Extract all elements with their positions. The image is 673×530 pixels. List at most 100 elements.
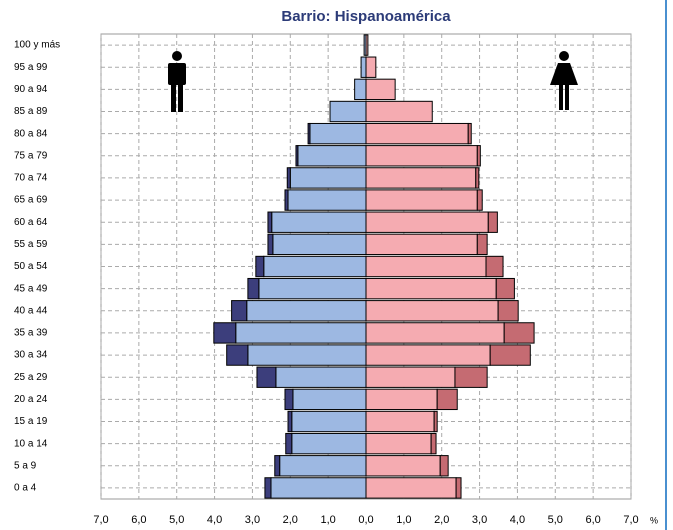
bar xyxy=(365,100,433,123)
bar xyxy=(365,366,456,388)
bar xyxy=(279,455,367,477)
bar xyxy=(467,122,472,145)
bar xyxy=(365,122,469,145)
bar xyxy=(235,322,367,344)
bar xyxy=(271,211,367,233)
bar xyxy=(354,78,367,101)
bar xyxy=(213,322,237,344)
bar xyxy=(365,145,478,167)
y-tick-label: 95 a 99 xyxy=(14,62,48,73)
x-tick-label: 5,0 xyxy=(169,514,184,526)
x-tick-label: 7,0 xyxy=(623,514,638,526)
bar xyxy=(365,410,435,433)
bar xyxy=(433,410,438,433)
bar xyxy=(455,477,462,499)
bar xyxy=(454,366,488,388)
bar xyxy=(291,432,367,455)
y-tick-label: 20 a 24 xyxy=(14,394,48,405)
bar xyxy=(365,56,377,78)
bar xyxy=(275,366,367,388)
bar xyxy=(287,410,293,433)
bar xyxy=(255,255,265,278)
bar xyxy=(476,233,488,256)
bar xyxy=(291,410,367,433)
bar xyxy=(267,211,273,233)
x-unit: % xyxy=(650,515,658,525)
bar xyxy=(264,477,272,499)
bar xyxy=(247,344,367,366)
bar xyxy=(231,300,248,322)
plot-area: 7,0 6,0 5,0 4,0 3,0 2,0 1,0 0,0 1,0 2,0 3,0 4,0 5,0 6… xyxy=(14,33,639,526)
x-tick-label: 2,0 xyxy=(434,514,449,526)
bar xyxy=(272,233,367,256)
bar xyxy=(365,167,477,189)
x-tick-label: 6,0 xyxy=(585,514,600,526)
x-tick-label: 0,0 xyxy=(358,514,373,526)
y-tick-label: 5 a 9 xyxy=(14,460,37,471)
bar xyxy=(365,255,487,278)
y-tick-label: 50 a 54 xyxy=(14,261,48,272)
bar xyxy=(365,300,499,322)
y-tick-label: 90 a 94 xyxy=(14,84,48,95)
y-tick-label: 45 a 49 xyxy=(14,283,48,294)
bar xyxy=(329,100,367,123)
bar xyxy=(307,122,311,145)
bar xyxy=(286,167,291,189)
bar xyxy=(295,145,299,167)
bar xyxy=(226,344,249,366)
x-tick-label: 5,0 xyxy=(548,514,563,526)
bar xyxy=(246,300,367,322)
bar xyxy=(436,388,458,411)
bar xyxy=(258,277,367,300)
bar xyxy=(365,388,438,411)
bar xyxy=(292,388,367,411)
y-tick-label: 0 a 4 xyxy=(14,483,37,494)
y-tick-label: 35 a 39 xyxy=(14,328,48,339)
chart-title: Barrio: Hispanoamérica xyxy=(281,8,451,25)
bar xyxy=(365,277,497,300)
x-tick-label: 3,0 xyxy=(245,514,260,526)
bar xyxy=(365,322,505,344)
bar xyxy=(475,167,480,189)
y-tick-label: 65 a 69 xyxy=(14,195,48,206)
x-tick-label: 3,0 xyxy=(472,514,487,526)
bar xyxy=(487,211,498,233)
x-tick-label: 1,0 xyxy=(320,514,335,526)
female-icon xyxy=(550,51,578,110)
y-tick-label: 15 a 19 xyxy=(14,416,48,427)
y-tick-label: 10 a 14 xyxy=(14,438,48,449)
bar xyxy=(476,189,483,211)
y-tick-label: 70 a 74 xyxy=(14,173,48,184)
bar xyxy=(256,366,277,388)
bar xyxy=(495,277,515,300)
x-tick-label: 4,0 xyxy=(207,514,222,526)
bar xyxy=(360,56,367,78)
bar xyxy=(270,477,367,499)
bar xyxy=(297,145,367,167)
bar xyxy=(285,432,293,455)
x-tick-label: 4,0 xyxy=(510,514,525,526)
bar xyxy=(263,255,367,278)
bar xyxy=(284,189,289,211)
bar xyxy=(365,189,478,211)
bar xyxy=(430,432,437,455)
bar xyxy=(309,122,367,145)
bar xyxy=(485,255,504,278)
bar xyxy=(365,344,491,366)
bar xyxy=(365,432,432,455)
bar xyxy=(247,277,260,300)
y-tick-label: 25 a 29 xyxy=(14,372,48,383)
x-tick-label: 1,0 xyxy=(396,514,411,526)
bar xyxy=(365,211,489,233)
y-tick-label: 100 y más xyxy=(14,40,60,51)
bar xyxy=(287,189,367,211)
bar xyxy=(365,34,369,56)
bar xyxy=(489,344,531,366)
y-tick-label: 75 a 79 xyxy=(14,150,48,161)
y-tick-label: 40 a 44 xyxy=(14,305,48,316)
y-tick-label: 80 a 84 xyxy=(14,128,48,139)
bar xyxy=(274,455,281,477)
bar xyxy=(365,78,396,101)
male-icon xyxy=(168,51,186,112)
